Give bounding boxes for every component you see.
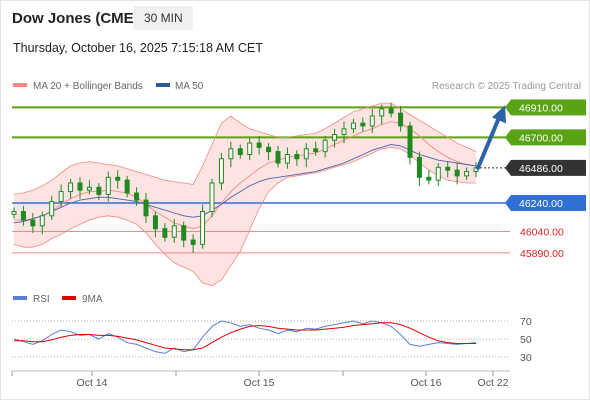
level-tag-pointer	[505, 99, 511, 116]
bollinger-lower-line	[13, 146, 476, 287]
candle-body	[39, 215, 45, 227]
candle-body	[115, 176, 121, 181]
candle-body	[11, 211, 17, 215]
candle-body	[407, 125, 413, 158]
candle-body	[190, 239, 196, 245]
level-label: 46040.00	[520, 227, 564, 239]
ma50-legend-label: MA 50	[175, 81, 204, 92]
level-label: 46700.00	[519, 132, 563, 144]
candle-body	[275, 151, 281, 164]
bollinger-upper-line	[13, 102, 477, 195]
price-levels	[12, 106, 510, 254]
level-label: 46240.00	[519, 198, 563, 210]
candle-body	[360, 122, 366, 127]
level-labels: 46910.00 46700.00 46486.00 46240.00 46040.00…	[505, 99, 586, 260]
time-tick-label: Oct 16	[411, 377, 442, 389]
ma50-legend-swatch	[156, 83, 170, 87]
candle-body	[266, 146, 272, 153]
time-axis-ticks: Oct 14 Oct 15 Oct 16 Oct 22	[11, 371, 509, 389]
rsi-tick-label: 70	[520, 316, 532, 328]
candle-body	[256, 142, 262, 148]
candle-body	[124, 179, 130, 194]
credit-label: Research © 2025 Trading Central	[432, 81, 581, 92]
candle-body	[247, 142, 253, 155]
candle-body	[134, 192, 140, 201]
candle-body	[209, 182, 215, 213]
time-tick-label: Oct 22	[478, 377, 509, 389]
bollinger-band-fill	[14, 103, 476, 286]
arrow-head	[492, 105, 506, 124]
rsi-legend-swatch	[13, 296, 27, 300]
level-tag-resistance	[511, 99, 586, 116]
candle-body	[388, 108, 394, 114]
bollinger-legend-swatch	[13, 83, 27, 87]
candle-body	[68, 182, 74, 193]
level-tag-pointer	[505, 129, 511, 146]
candle-body	[152, 215, 158, 230]
candle-body	[30, 219, 36, 227]
candle-body	[58, 191, 64, 203]
level-tag-resistance	[511, 129, 586, 146]
level-label: 46486.00	[519, 163, 563, 175]
candle-body	[426, 176, 432, 181]
rsi-ma-legend-swatch	[62, 296, 76, 300]
candle-body	[228, 148, 234, 160]
candle-body	[49, 201, 55, 217]
instrument-title: Dow Jones (CME)	[12, 10, 139, 27]
price-candles	[11, 103, 479, 253]
timeframe-badge[interactable]: 30 MIN	[134, 6, 193, 30]
candle-body	[313, 148, 319, 153]
candle-body	[162, 228, 168, 238]
time-tick-label: Oct 14	[77, 377, 108, 389]
level-tag-support	[511, 194, 586, 211]
projection-arrow	[476, 105, 506, 170]
candle-body	[332, 134, 338, 141]
ma50-line	[13, 144, 477, 224]
rsi-tick-label: 50	[520, 334, 532, 346]
candle-body	[284, 153, 290, 164]
rsi-tick-label: 30	[520, 352, 532, 364]
rsi-legend-label: RSI	[33, 294, 50, 305]
candle-body	[171, 225, 177, 238]
level-label: 46910.00	[519, 102, 563, 114]
candle-body	[398, 112, 404, 127]
candle-body	[369, 115, 375, 127]
candle-body	[464, 171, 470, 177]
candle-body	[77, 182, 83, 191]
candle-body	[86, 186, 92, 191]
chart-datetime: Thursday, October 16, 2025 7:15:18 AM CE…	[13, 41, 263, 55]
candle-body	[200, 211, 206, 245]
candle-body	[445, 166, 451, 171]
candle-body	[105, 176, 111, 195]
candle-body	[96, 186, 102, 195]
level-tag-current	[511, 159, 586, 176]
candle-body	[303, 148, 309, 160]
candle-body	[379, 108, 385, 117]
candle-body	[341, 128, 347, 136]
level-tag-pointer	[505, 194, 511, 211]
bollinger-band	[14, 103, 476, 286]
candle-body	[350, 122, 356, 130]
candle-body	[454, 169, 460, 177]
rsi-line	[13, 320, 477, 354]
candle-body	[20, 211, 26, 221]
candle-body	[322, 139, 328, 153]
candle-body	[416, 156, 422, 178]
candle-body	[218, 158, 224, 184]
rsi-ma-legend-label: 9MA	[82, 294, 103, 305]
arrow-shaft	[476, 113, 502, 170]
candle-body	[294, 153, 300, 160]
level-tag-pointer	[505, 159, 511, 176]
rsi-ma-line	[14, 322, 476, 351]
rsi-panel: 70 50 30	[12, 316, 532, 364]
candle-body	[143, 199, 149, 217]
level-label: 45890.00	[520, 248, 564, 260]
time-tick-label: Oct 15	[244, 377, 275, 389]
bollinger-legend-label: MA 20 + Bollinger Bands	[33, 81, 143, 92]
candle-body	[237, 148, 243, 155]
candle-body	[435, 166, 441, 181]
candle-body	[181, 225, 187, 241]
